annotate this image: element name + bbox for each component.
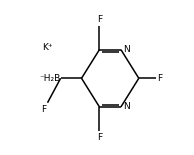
Text: K⁺: K⁺ bbox=[42, 43, 53, 52]
Text: F: F bbox=[42, 104, 47, 113]
Text: N: N bbox=[123, 102, 130, 111]
Text: F: F bbox=[97, 133, 102, 142]
Text: ⁻H₂B: ⁻H₂B bbox=[39, 74, 61, 83]
Text: F: F bbox=[157, 74, 162, 83]
Text: N: N bbox=[123, 45, 130, 54]
Text: F: F bbox=[97, 15, 102, 24]
